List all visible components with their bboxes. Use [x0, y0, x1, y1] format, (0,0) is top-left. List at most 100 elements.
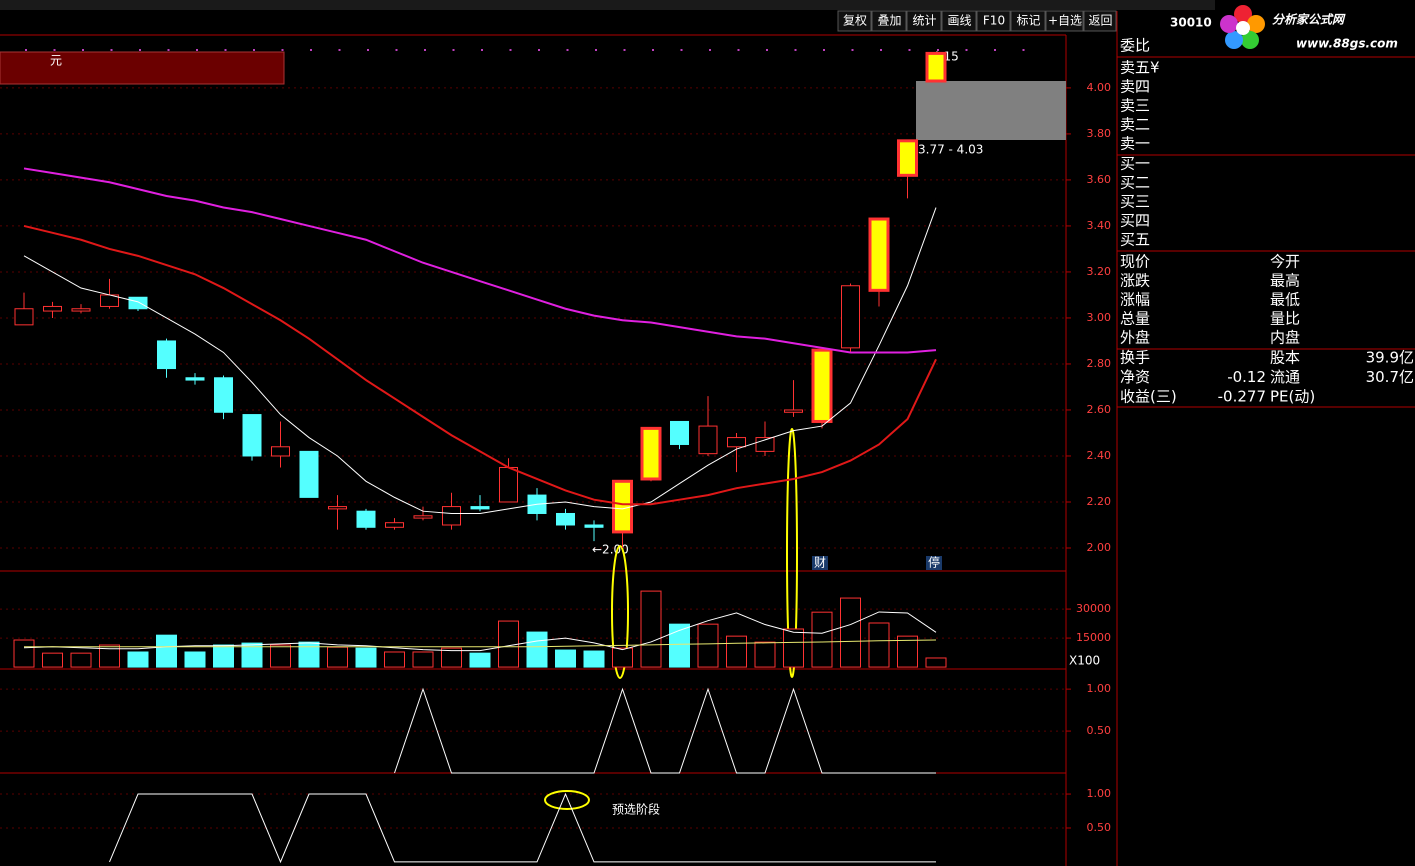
volume-bar — [441, 647, 462, 668]
quote-value: 30.7亿 — [1366, 368, 1414, 386]
candle-body — [328, 506, 347, 510]
dot — [709, 49, 711, 51]
dot — [595, 49, 597, 51]
volume-bar — [726, 635, 747, 668]
volume-bar — [697, 623, 719, 668]
marker: 停 — [928, 555, 940, 570]
dot — [25, 49, 27, 51]
candle-body — [925, 51, 947, 83]
dot — [281, 49, 284, 51]
dot — [908, 49, 911, 51]
highlight-ellipse — [786, 428, 798, 678]
toolbar-button[interactable] — [1083, 10, 1117, 32]
volume-ma-line — [24, 639, 937, 648]
quote-label: 卖五¥ — [1120, 59, 1160, 77]
volume-bar — [640, 590, 662, 668]
toolbar-button-label[interactable]: 叠加 — [877, 14, 901, 28]
dot — [338, 49, 341, 51]
volume-bar — [213, 644, 234, 668]
quote-label: 买一 — [1120, 155, 1150, 173]
toolbar-button[interactable] — [906, 10, 942, 32]
quote-label: 涨幅 — [1120, 291, 1150, 309]
toolbar-button[interactable] — [941, 10, 977, 32]
candle-body — [784, 409, 803, 413]
candle-body — [71, 308, 91, 312]
marker: 财 — [814, 556, 826, 570]
quote-label: 买五 — [1120, 231, 1150, 249]
toolbar-button-label[interactable]: F10 — [983, 14, 1005, 28]
highlight-ellipse — [544, 790, 590, 810]
volume-bar — [327, 646, 348, 668]
dot — [965, 49, 968, 51]
candle-body — [14, 308, 34, 326]
marker-box — [926, 556, 942, 570]
quote-label: 今开 — [1270, 253, 1300, 271]
info-box — [0, 51, 285, 85]
y-tick-label: 2.60 — [1087, 403, 1112, 416]
dot — [110, 49, 113, 51]
quote-label: 卖二 — [1120, 116, 1150, 134]
petal — [1241, 31, 1259, 49]
volume-bar — [925, 657, 947, 668]
quote-label: 卖一 — [1120, 135, 1150, 153]
volume-bar — [412, 651, 434, 668]
volume-bar — [498, 620, 519, 668]
volume-bar — [583, 650, 605, 668]
toolbar-button[interactable] — [1045, 10, 1084, 32]
y-tick-label: 2.80 — [1087, 357, 1112, 370]
indicator-line — [109, 792, 936, 864]
dot — [53, 49, 56, 51]
toolbar-button[interactable] — [871, 10, 907, 32]
petal — [1225, 31, 1243, 49]
volume-bar — [355, 647, 377, 668]
quote-label: 净资 — [1120, 368, 1150, 386]
candle-body — [356, 510, 376, 528]
toolbar-button-label[interactable]: 复权 — [843, 14, 867, 28]
volume-bar — [897, 635, 918, 668]
y-tick-label: 2.40 — [1087, 449, 1112, 462]
dot — [395, 49, 398, 51]
marker-box — [812, 556, 828, 570]
y-tick-label: 4.00 — [1087, 81, 1112, 94]
candle-body — [584, 524, 604, 528]
candle-body — [242, 414, 262, 457]
volume-bar — [783, 628, 804, 668]
quote-label: 买四 — [1120, 212, 1150, 230]
toolbar-button-label[interactable]: 标记 — [1016, 14, 1040, 28]
quote-label: 收益(三) — [1120, 388, 1177, 406]
volume-bar — [669, 623, 690, 668]
quote-label: 外盘 — [1120, 329, 1150, 347]
candle-body — [157, 340, 176, 370]
volume-bar — [526, 631, 548, 668]
toolbar-button[interactable] — [837, 10, 872, 32]
volume-bar — [754, 641, 776, 668]
toolbar-button-label[interactable]: 统计 — [912, 14, 936, 28]
quote-label: 卖三 — [1120, 97, 1150, 115]
dot — [623, 49, 626, 51]
petal — [1220, 15, 1238, 33]
y-tick-label: 3.40 — [1087, 219, 1112, 232]
candle-body — [841, 285, 860, 349]
y-tick-label: 2.20 — [1087, 495, 1112, 508]
candle-body — [413, 515, 433, 519]
dot — [652, 49, 654, 51]
dot — [880, 49, 882, 51]
toolbar-button-label[interactable]: 画线 — [947, 14, 971, 28]
toolbar-button-label[interactable]: 返回 — [1088, 14, 1112, 28]
toolbar-button-label[interactable]: +自选 — [1048, 14, 1082, 28]
stage-label: 预选阶段 — [612, 802, 660, 817]
toolbar-button[interactable] — [1010, 10, 1046, 32]
volume-bar — [127, 651, 149, 668]
volume-unit: X100 — [1069, 654, 1100, 668]
candle-body — [43, 305, 62, 312]
volume-bar — [184, 651, 206, 668]
y-tick-label: 0.50 — [1087, 821, 1112, 834]
volume-bar — [384, 651, 405, 668]
candle-body — [727, 437, 746, 448]
dot — [766, 49, 768, 51]
toolbar-button[interactable] — [976, 10, 1011, 32]
petal-center — [1236, 21, 1250, 35]
quote-value: -0.12 — [1227, 368, 1266, 386]
dot — [310, 49, 312, 51]
price-range-box — [916, 81, 1066, 140]
